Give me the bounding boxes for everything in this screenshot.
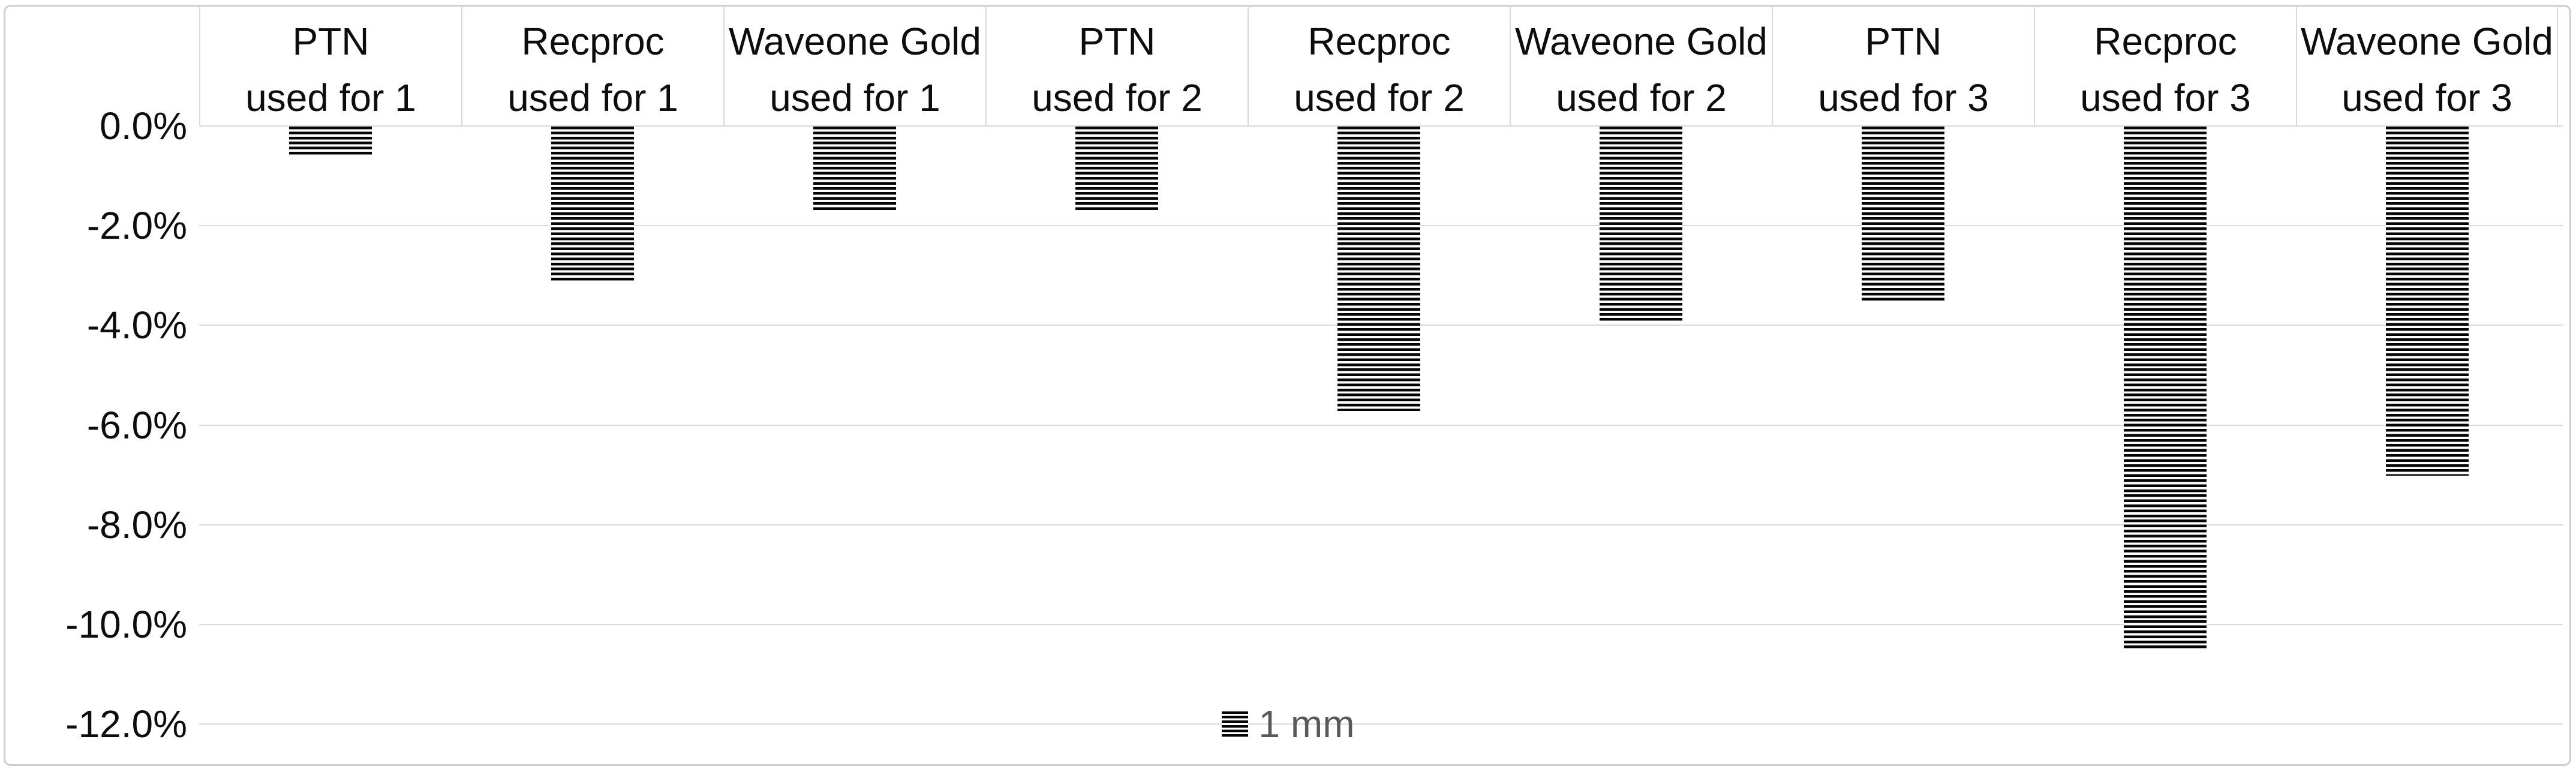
category-name: Waveone Gold xyxy=(729,20,981,63)
category-name: Recproc xyxy=(521,20,665,63)
category-name: Waveone Gold xyxy=(2301,20,2553,63)
bar-ptn-used-for-2 xyxy=(1075,127,1158,212)
chart-outer-frame xyxy=(4,5,2571,766)
category-name: Waveone Gold xyxy=(1515,20,1768,63)
category-usage: used for 3 xyxy=(2080,76,2251,119)
y-axis-tick-label: 0.0% xyxy=(100,104,187,148)
bar-ptn-used-for-3 xyxy=(1861,127,1944,301)
category-cell-recproc-used-for-2: Recproc used for 2 xyxy=(1248,7,1510,126)
category-cell-waveone-gold-used-for-3: Waveone Gold used for 3 xyxy=(2296,7,2558,126)
gridline--8-0- xyxy=(199,524,2563,525)
y-axis-tick-label: -8.0% xyxy=(86,503,187,546)
category-name: Recproc xyxy=(2094,20,2237,63)
gridline--10-0- xyxy=(199,623,2563,625)
gridline-0-0- xyxy=(199,125,2563,127)
legend: 1 mm xyxy=(0,702,2576,746)
category-usage: used for 3 xyxy=(1818,76,1989,119)
category-usage: used for 1 xyxy=(245,76,416,119)
bar-recproc-used-for-3 xyxy=(2123,127,2207,650)
category-usage: used for 3 xyxy=(2341,76,2512,119)
y-axis-tick-label: -4.0% xyxy=(86,304,187,347)
category-usage: used for 2 xyxy=(1032,76,1203,119)
bar-ptn-used-for-1 xyxy=(288,127,372,157)
category-cell-waveone-gold-used-for-2: Waveone Gold used for 2 xyxy=(1510,7,1772,126)
legend-label: 1 mm xyxy=(1258,702,1355,746)
category-name: Recproc xyxy=(1307,20,1451,63)
category-usage: used for 1 xyxy=(507,76,678,119)
bar-waveone-gold-used-for-3 xyxy=(2385,127,2469,476)
category-name: PTN xyxy=(1078,20,1156,63)
category-cell-recproc-used-for-3: Recproc used for 3 xyxy=(2034,7,2296,126)
y-axis-tick-label: -12.0% xyxy=(65,702,187,746)
category-cell-recproc-used-for-1: Recproc used for 1 xyxy=(461,7,723,126)
bar-recproc-used-for-1 xyxy=(551,127,634,281)
category-cell-waveone-gold-used-for-1: Waveone Gold used for 1 xyxy=(723,7,985,126)
category-name: PTN xyxy=(1865,20,1942,63)
gridline--12-0- xyxy=(199,723,2563,725)
hatched-swatch-icon xyxy=(1221,711,1248,737)
category-usage: used for 1 xyxy=(770,76,940,119)
category-cell-ptn-used-for-2: PTN used for 2 xyxy=(985,7,1248,126)
y-axis-tick-label: -10.0% xyxy=(65,602,187,646)
bar-waveone-gold-used-for-2 xyxy=(1599,127,1682,322)
category-name: PTN xyxy=(292,20,369,63)
bar-waveone-gold-used-for-1 xyxy=(813,127,896,212)
category-usage: used for 2 xyxy=(1294,76,1465,119)
gridline--6-0- xyxy=(199,424,2563,426)
y-axis-tick-label: -6.0% xyxy=(86,403,187,447)
category-cell-ptn-used-for-1: PTN used for 1 xyxy=(199,7,461,126)
category-cell-ptn-used-for-3: PTN used for 3 xyxy=(1772,7,2034,126)
bar-recproc-used-for-2 xyxy=(1337,127,1420,411)
category-usage: used for 2 xyxy=(1556,76,1727,119)
y-axis-tick-label: -2.0% xyxy=(86,204,187,248)
